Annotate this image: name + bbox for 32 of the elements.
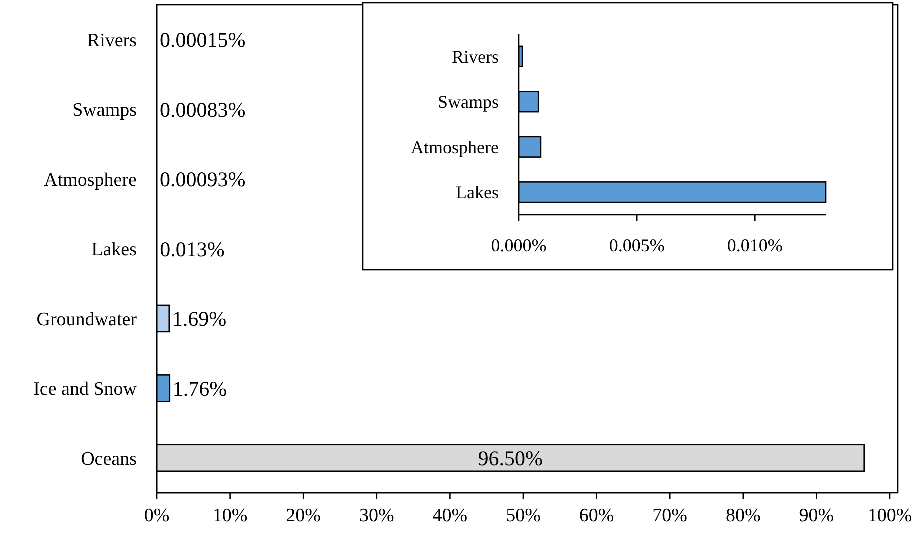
y-tick-label: Lakes [92,240,137,261]
y-tick-label: Oceans [81,448,137,470]
x-tick-label: 40% [432,506,468,527]
data-label: 1.69% [172,307,227,332]
x-tick-label: 50% [506,506,542,527]
y-tick-label: Swamps [72,100,137,122]
data-label: 96.50% [478,446,544,470]
data-label: 0.00015% [160,28,246,52]
x-tick-label: 90% [799,506,834,527]
y-tick-label: Rivers [87,30,137,52]
data-label: 0.00083% [160,98,246,122]
x-tick-label: 20% [286,506,322,527]
y-tick-label: Lakes [456,182,499,203]
y-tick-label: Groundwater [36,309,138,330]
x-tick-label: 100% [868,506,912,527]
y-tick-label: Rivers [452,46,499,67]
x-tick-label: 0.005% [609,235,665,256]
y-tick-label: Ice and Snow [34,379,138,400]
y-tick-label: Atmosphere [411,137,500,158]
x-tick-label: 0.010% [727,235,783,256]
data-label: 0.013% [160,237,225,262]
data-label: 0.00093% [160,168,246,192]
y-tick-label: Swamps [438,92,499,112]
x-tick-label: 30% [359,506,394,527]
x-tick-label: 80% [726,506,761,527]
x-tick-label: 60% [579,506,614,527]
x-tick-label: 0% [144,506,170,527]
y-tick-label: Atmosphere [44,170,137,191]
x-tick-label: 0.000% [491,235,547,256]
x-tick-label: 70% [652,506,688,527]
data-label: 1.76% [172,376,228,401]
x-tick-label: 10% [212,506,248,527]
